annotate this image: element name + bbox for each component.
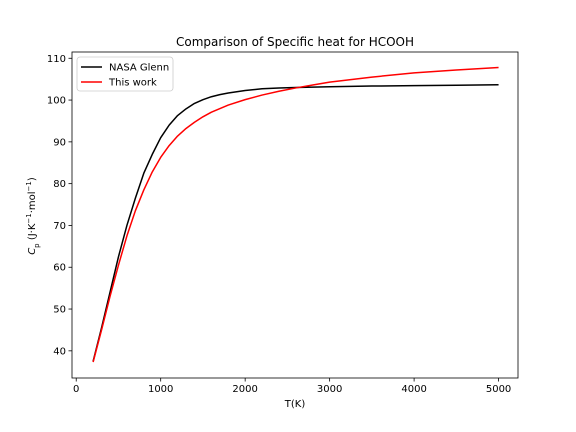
legend-label-0: NASA Glenn xyxy=(109,63,169,74)
y-tick-label: 50 xyxy=(53,305,66,316)
y-tick-label: 40 xyxy=(53,346,66,357)
x-tick-label: 4000 xyxy=(401,384,426,395)
axes-frame xyxy=(71,51,519,379)
legend: NASA Glenn This work xyxy=(76,56,174,92)
series-line-1 xyxy=(92,66,499,363)
x-axis-label: T(K) xyxy=(284,399,306,410)
legend-label-1: This work xyxy=(108,78,157,89)
y-tick-label: 90 xyxy=(53,137,66,148)
y-tick-label: 70 xyxy=(53,221,66,232)
x-tick-label: 1000 xyxy=(148,384,173,395)
series-line-0 xyxy=(92,84,499,362)
x-tick-label: 2000 xyxy=(232,384,257,395)
y-axis-label: Cp (J·K−1·mol−1) xyxy=(25,177,41,255)
chart-title: Comparison of Specific heat for HCOOH xyxy=(176,35,414,49)
plot-area: 0 1000 2000 3000 4000 5000 40 50 60 70 80 90 100 110 N… xyxy=(47,51,519,395)
x-tick-label: 3000 xyxy=(317,384,342,395)
y-tick-label: 100 xyxy=(47,96,66,107)
y-tick-label: 60 xyxy=(53,263,66,274)
y-tick-label: 110 xyxy=(47,54,66,65)
x-tick-label: 5000 xyxy=(486,384,511,395)
y-tick-label: 80 xyxy=(53,179,66,190)
x-tick-label: 0 xyxy=(73,384,79,395)
